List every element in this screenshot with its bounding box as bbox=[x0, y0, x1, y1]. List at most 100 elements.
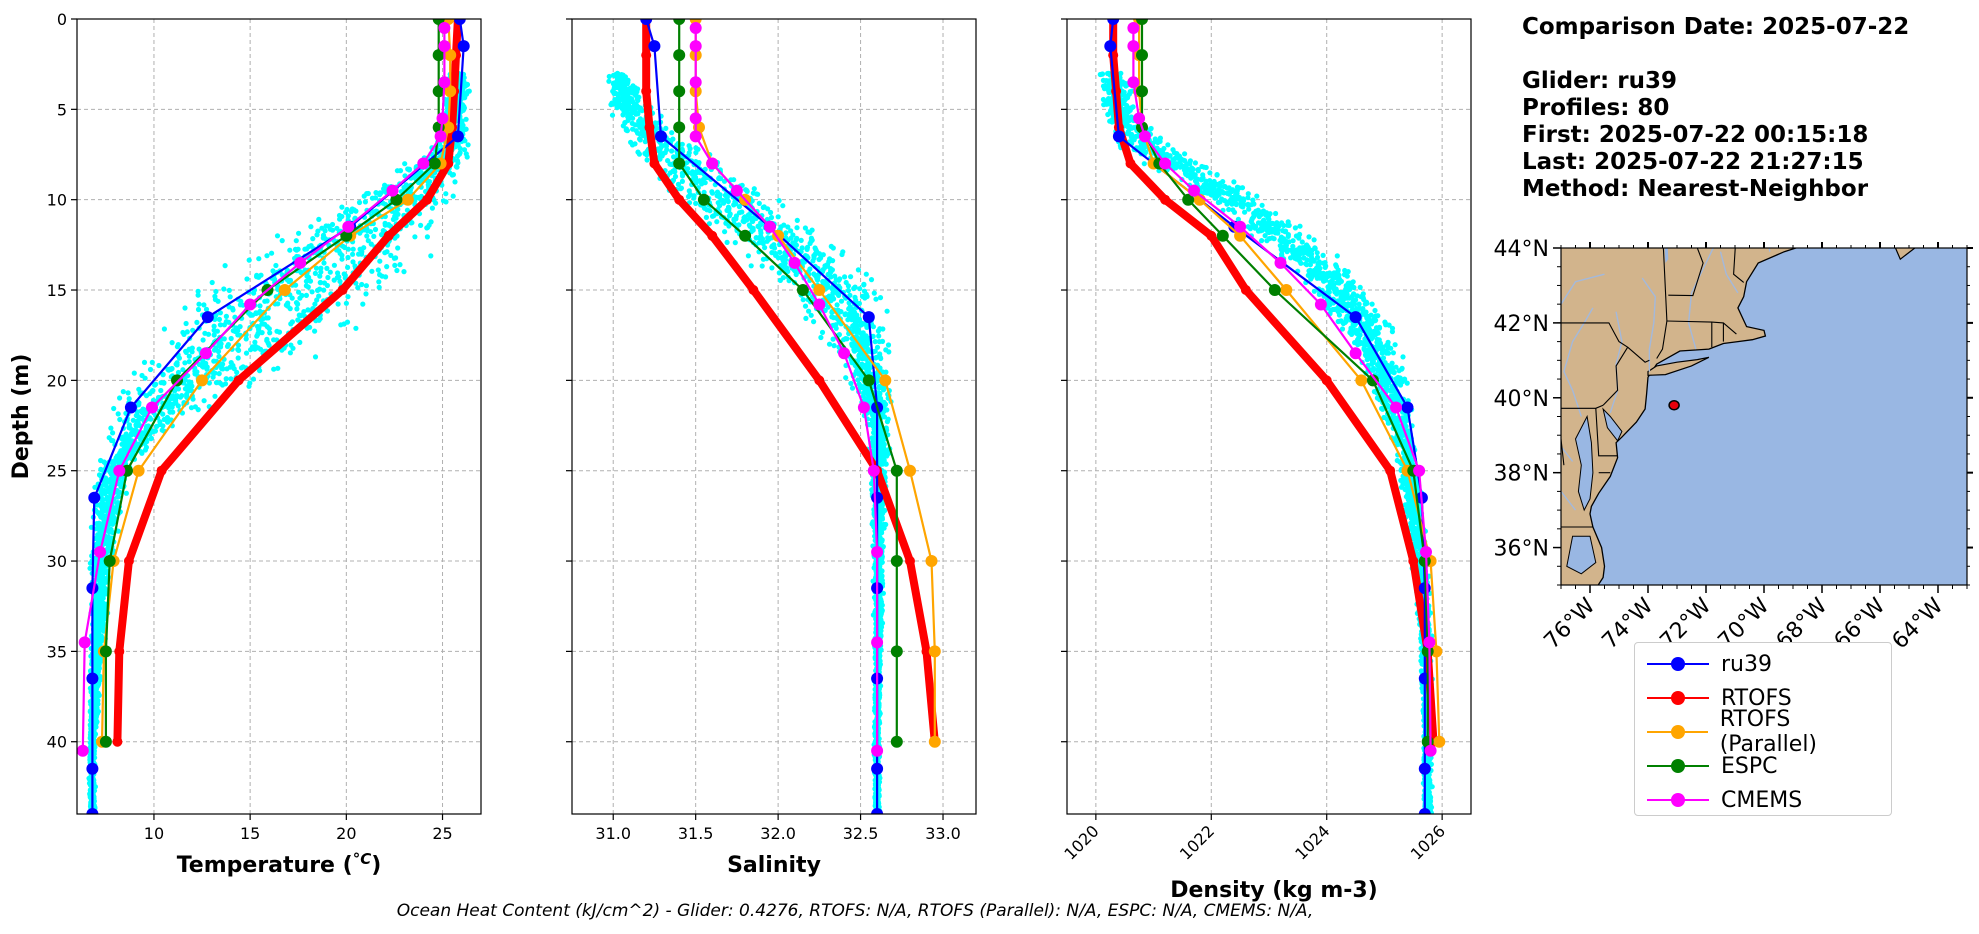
scatter-point bbox=[150, 387, 156, 394]
scatter-point bbox=[319, 225, 325, 231]
scatter-point bbox=[310, 236, 316, 242]
scatter-point bbox=[94, 639, 100, 646]
scatter-point bbox=[195, 306, 202, 313]
scatter-point bbox=[94, 669, 100, 675]
series-point bbox=[86, 808, 99, 814]
scatter-point bbox=[725, 198, 731, 205]
scatter-point bbox=[452, 179, 458, 185]
scatter-point bbox=[345, 213, 351, 219]
scatter-point bbox=[325, 274, 331, 281]
plot-area bbox=[77, 19, 472, 814]
scatter-point bbox=[855, 267, 862, 273]
scatter-point bbox=[218, 344, 224, 350]
scatter-point bbox=[148, 435, 154, 441]
series-point bbox=[103, 555, 116, 567]
scatter-point bbox=[775, 214, 781, 220]
scatter-point bbox=[243, 350, 250, 356]
scatter-point bbox=[254, 274, 260, 280]
scatter-point bbox=[736, 204, 743, 210]
scatter-point bbox=[386, 222, 392, 228]
scatter-point bbox=[215, 348, 222, 355]
scatter-point bbox=[384, 264, 390, 270]
scatter-point bbox=[165, 419, 171, 425]
scatter-point bbox=[342, 272, 348, 279]
scatter-point bbox=[854, 312, 860, 318]
scatter-point bbox=[235, 355, 241, 361]
scatter-point bbox=[364, 226, 370, 232]
scatter-point bbox=[103, 480, 109, 486]
plot-area bbox=[606, 19, 941, 814]
scatter-point bbox=[362, 199, 368, 205]
y-axis-label: Depth (m) bbox=[9, 354, 34, 480]
series-point bbox=[146, 401, 158, 414]
y-tick-label: 15 bbox=[47, 281, 67, 300]
scatter-point bbox=[323, 223, 329, 229]
scatter-point bbox=[247, 380, 253, 386]
scatter-point bbox=[845, 287, 852, 294]
scatter-point bbox=[287, 247, 293, 253]
scatter-point bbox=[390, 216, 396, 222]
scatter-point bbox=[622, 81, 628, 87]
scatter-point bbox=[167, 409, 173, 415]
scatter-point bbox=[665, 158, 671, 164]
scatter-point bbox=[745, 253, 752, 259]
scatter-point bbox=[806, 308, 812, 314]
scatter-point bbox=[274, 233, 281, 239]
scatter-point bbox=[174, 362, 180, 368]
scatter-point bbox=[875, 374, 881, 380]
scatter-point bbox=[322, 236, 328, 242]
scatter-point bbox=[227, 294, 233, 300]
scatter-point bbox=[716, 175, 722, 182]
scatter-point bbox=[394, 233, 400, 239]
scatter-point bbox=[138, 436, 144, 442]
scatter-point bbox=[114, 500, 120, 506]
series-point bbox=[438, 22, 451, 34]
scatter-point bbox=[109, 464, 115, 470]
scatter-point bbox=[618, 83, 624, 90]
series-point bbox=[390, 193, 403, 206]
scatter-point bbox=[746, 222, 753, 228]
scatter-point bbox=[335, 270, 341, 276]
scatter-point bbox=[834, 302, 840, 308]
scatter-point bbox=[427, 179, 433, 185]
series-point bbox=[86, 762, 99, 775]
scatter-point bbox=[726, 213, 733, 219]
scatter-point bbox=[339, 252, 345, 258]
scatter-point bbox=[306, 243, 312, 250]
series-point bbox=[428, 157, 441, 170]
scatter-point bbox=[130, 427, 136, 433]
scatter-point bbox=[123, 435, 129, 441]
scatter-point bbox=[273, 262, 279, 269]
scatter-point bbox=[856, 353, 862, 359]
scatter-point bbox=[861, 282, 867, 288]
scatter-point bbox=[345, 254, 351, 261]
scatter-point bbox=[196, 301, 202, 307]
scatter-point bbox=[808, 312, 814, 318]
scatter-point bbox=[614, 105, 620, 111]
scatter-point bbox=[613, 81, 620, 87]
scatter-point bbox=[685, 194, 692, 200]
scatter-point bbox=[885, 342, 892, 348]
scatter-point bbox=[409, 220, 415, 226]
scatter-point bbox=[725, 204, 732, 210]
x-axis-label-part: Temperature ( bbox=[177, 853, 353, 878]
scatter-point bbox=[804, 246, 810, 252]
scatter-point bbox=[724, 239, 730, 245]
scatter-point bbox=[110, 438, 116, 444]
series-point bbox=[444, 49, 457, 62]
scatter-point bbox=[461, 106, 467, 112]
scatter-point bbox=[846, 306, 852, 312]
scatter-point bbox=[321, 260, 327, 266]
scatter-point bbox=[142, 375, 148, 381]
scatter-point bbox=[349, 206, 355, 212]
scatter-point bbox=[686, 188, 692, 194]
scatter-point bbox=[350, 246, 356, 252]
scatter-point bbox=[95, 626, 101, 632]
scatter-point bbox=[267, 330, 273, 336]
scatter-point bbox=[288, 342, 294, 348]
scatter-point bbox=[383, 274, 389, 280]
scatter-point bbox=[217, 322, 223, 328]
scatter-point bbox=[288, 321, 294, 327]
scatter-point bbox=[143, 393, 150, 399]
scatter-point bbox=[751, 186, 757, 192]
